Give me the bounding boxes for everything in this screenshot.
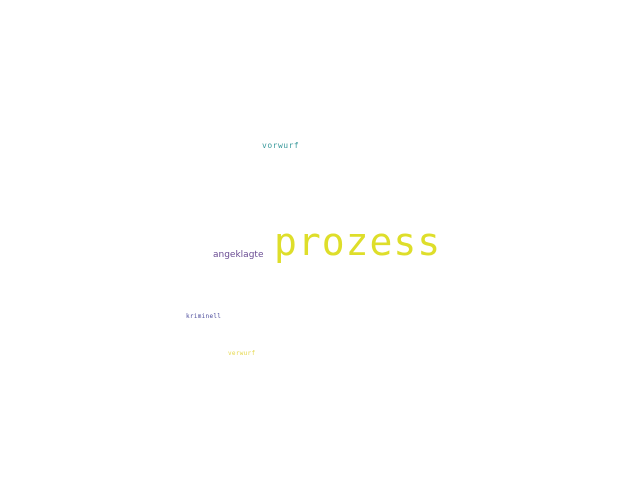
word-verwurf: verwurf xyxy=(228,350,256,357)
word-prozess: prozess xyxy=(274,220,442,264)
word-angeklagte: angeklagte xyxy=(213,250,264,260)
word-kriminell: kriminell xyxy=(186,313,222,320)
word-vorwurf: vorwurf xyxy=(262,141,300,150)
